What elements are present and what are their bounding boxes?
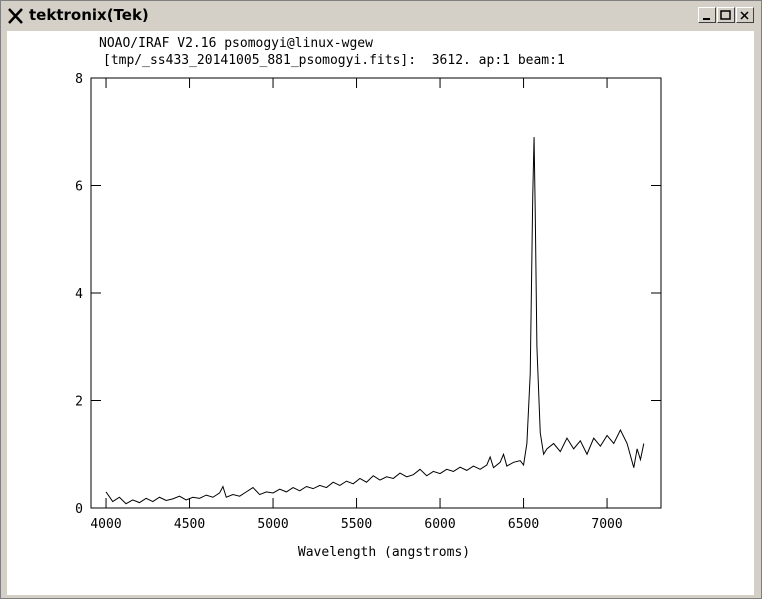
y-tick-label: 0 — [75, 502, 83, 517]
minimize-button[interactable] — [698, 7, 716, 23]
title-bar: tektronix(Tek) — [1, 1, 761, 29]
x-tick-label: 5500 — [341, 517, 372, 532]
x-tick-label: 6500 — [508, 517, 539, 532]
spectrum-line — [105, 137, 645, 505]
x-tick-label: 4000 — [90, 517, 121, 532]
close-button[interactable] — [736, 7, 754, 23]
y-tick-label: 4 — [75, 287, 83, 302]
x-tick-label: 4500 — [174, 517, 205, 532]
y-tick-label: 6 — [75, 180, 83, 195]
plot-frame — [90, 77, 662, 509]
y-tick-label: 8 — [75, 72, 83, 87]
plot-window: NOAO/IRAF V2.16 psomogyi@linux-wgew [tmp… — [7, 31, 754, 595]
chart: NOAO/IRAF V2.16 psomogyi@linux-wgew [tmp… — [75, 36, 662, 560]
x-tick-label: 7000 — [591, 517, 622, 532]
x-icon — [8, 8, 23, 24]
maximize-button[interactable] — [717, 7, 735, 23]
window-title: tektronix(Tek) — [29, 6, 149, 24]
chart-title: NOAO/IRAF V2.16 psomogyi@linux-wgew — [99, 36, 373, 51]
chart-subtitle: [tmp/_ss433_20141005_881_psomogyi.fits]:… — [103, 53, 565, 68]
y-tick-label: 2 — [75, 395, 83, 410]
x-tick-label: 5000 — [257, 517, 288, 532]
x-tick-label: 6000 — [424, 517, 455, 532]
x-axis-label: Wavelength (angstroms) — [298, 545, 470, 560]
